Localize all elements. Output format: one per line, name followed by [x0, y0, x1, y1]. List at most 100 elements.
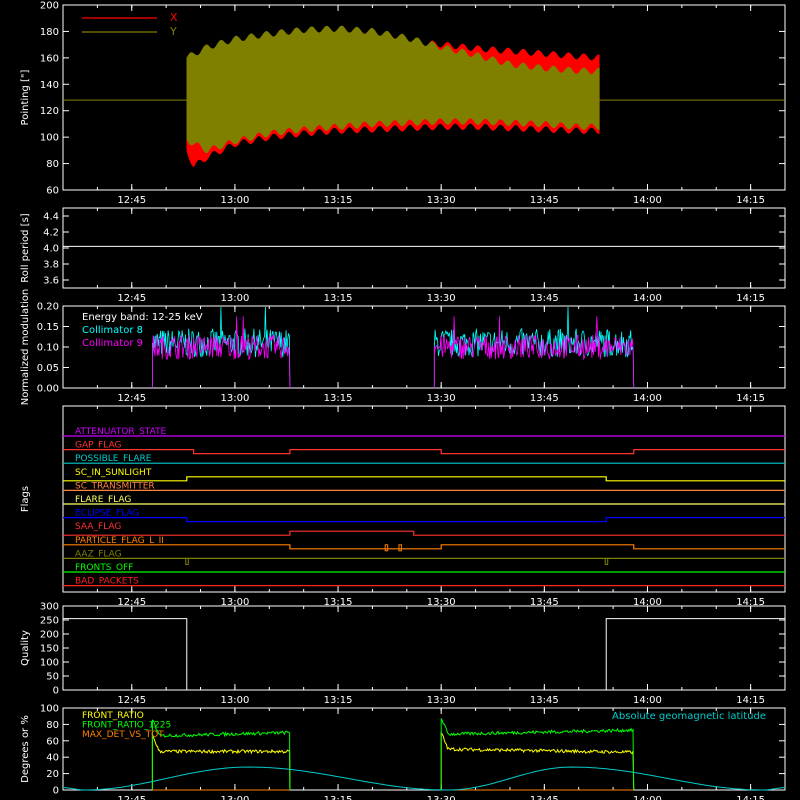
- panel-frame: 12:45 13:00 13:15 13:30 13:45 14:00 14:15 Point…: [20, 4, 786, 206]
- y-tick-label: 100: [40, 704, 59, 715]
- geomagnetic-latitude-label: Absolute geomagnetic latitude: [612, 711, 766, 722]
- flag-spike: [384, 544, 389, 552]
- y-tick-label: 160: [40, 53, 59, 64]
- x-tick-label: 13:30: [427, 795, 456, 800]
- x-tick-label: 13:45: [530, 597, 559, 608]
- x-tick-label: 13:45: [530, 695, 559, 706]
- y-tick-label: 80: [46, 159, 59, 170]
- flag-label: FLARE_FLAG: [75, 495, 131, 505]
- y-tick-label: 20: [46, 769, 59, 780]
- x-tick-label: 14:00: [633, 393, 662, 404]
- x-tick-label: 13:45: [530, 293, 559, 304]
- x-tick-label: 14:15: [736, 695, 765, 706]
- y-tick-label: 200: [40, 1, 59, 12]
- flag-label: BAD_PACKETS: [75, 577, 139, 587]
- flag-spike: [185, 557, 189, 565]
- legend-label: X: [170, 11, 178, 24]
- y-axis-label: Degrees or %: [20, 715, 31, 783]
- plot-border: [62, 405, 786, 593]
- x-tick-label: 13:00: [220, 597, 249, 608]
- y-tick-label: 3.6: [43, 276, 59, 287]
- panel-frame: 12:45 13:00 13:15 13:30 13:45 14:00 14:15 Roll …: [20, 207, 786, 304]
- modulation-series-9: [151, 316, 635, 389]
- legend-label: Collimator 9: [82, 338, 143, 349]
- flag-trace: [63, 517, 785, 523]
- x-tick-label: 13:00: [220, 795, 249, 800]
- x-tick-label: 14:15: [736, 795, 765, 800]
- panel-frame: 12:45 13:00 13:15 13:30 13:45 14:00 14:15 Quali…: [20, 605, 786, 706]
- y-tick-label: 140: [40, 80, 59, 91]
- x-tick-label: 14:00: [633, 293, 662, 304]
- flag-trace: [63, 544, 785, 550]
- x-tick-label: 14:15: [736, 293, 765, 304]
- plot-border: [62, 707, 786, 791]
- x-tick-label: 13:00: [220, 393, 249, 404]
- flag-label: ECLIPSE_FLAG: [75, 509, 139, 519]
- y-tick-label: 300: [40, 602, 59, 613]
- y-tick-label: 4.0: [43, 244, 59, 255]
- y-tick-label: 0.05: [37, 363, 59, 374]
- x-tick-label: 13:15: [324, 695, 353, 706]
- ratio-series: [151, 718, 635, 791]
- panel-frame: 12:45 13:00 13:15 13:30 13:45 14:00 14:15 Flags: [20, 405, 786, 608]
- x-tick-label: 13:15: [324, 597, 353, 608]
- x-tick-label: 14:15: [736, 597, 765, 608]
- y-tick-label: 0: [53, 686, 59, 697]
- legend-label: Y: [169, 25, 177, 38]
- y-tick-label: 4.4: [43, 212, 59, 223]
- flag-label: POSSIBLE_FLARE: [75, 454, 152, 464]
- x-tick-label: 14:00: [633, 795, 662, 800]
- flag-label: PARTICLE_FLAG_L_II: [75, 536, 164, 546]
- y-tick-label: 60: [46, 186, 59, 197]
- x-tick-label: 13:30: [427, 597, 456, 608]
- flag-label: SC_TRANSMITTER: [75, 481, 155, 491]
- y-tick-label: 0.20: [37, 302, 59, 313]
- x-tick-label: 14:00: [633, 597, 662, 608]
- legend-label: Collimator 8: [82, 325, 143, 336]
- y-tick-label: 250: [40, 616, 59, 627]
- x-tick-label: 12:45: [117, 695, 146, 706]
- y-axis-label: Flags: [20, 486, 31, 512]
- y-tick-label: 0.00: [37, 384, 59, 395]
- y-tick-label: 100: [40, 658, 59, 669]
- y-tick-label: 180: [40, 27, 59, 38]
- x-tick-label: 14:15: [736, 195, 765, 206]
- x-tick-label: 13:30: [427, 695, 456, 706]
- x-tick-label: 13:15: [324, 293, 353, 304]
- x-tick-label: 13:30: [427, 393, 456, 404]
- x-tick-label: 12:45: [117, 195, 146, 206]
- y-axis-label: Normalized modulation: [20, 289, 31, 406]
- legend-label: MAX_DET_VS_TOT: [82, 730, 164, 740]
- y-tick-label: 80: [46, 720, 59, 731]
- plot-border: [62, 4, 786, 191]
- geomagnetic-latitude-line: [62, 766, 786, 791]
- flag-spike: [398, 544, 402, 552]
- x-tick-label: 13:00: [220, 293, 249, 304]
- flag-label: SAA_FLAG: [75, 522, 121, 532]
- x-tick-label: 12:45: [117, 795, 146, 800]
- x-tick-label: 13:00: [220, 695, 249, 706]
- flag-trace: [63, 476, 785, 482]
- flag-trace: [63, 449, 785, 455]
- pointing-series: [63, 25, 785, 168]
- y-tick-label: 60: [46, 736, 59, 747]
- y-axis-label: Pointing ["]: [20, 69, 31, 125]
- x-tick-label: 13:45: [530, 795, 559, 800]
- x-tick-label: 14:00: [633, 695, 662, 706]
- y-tick-label: 50: [46, 672, 59, 683]
- x-tick-label: 13:15: [324, 795, 353, 800]
- flag-label: ATTENUATOR_STATE: [75, 427, 167, 437]
- y-tick-label: 3.8: [43, 260, 59, 271]
- x-tick-label: 13:30: [427, 195, 456, 206]
- y-tick-label: 0: [53, 786, 59, 797]
- y-tick-label: 4.2: [43, 228, 59, 239]
- y-tick-label: 0.10: [37, 343, 59, 354]
- flag-label: SC_IN_SUNLIGHT: [75, 468, 152, 478]
- legend-label: FRONT_RATIO_1225: [82, 721, 171, 731]
- x-tick-label: 12:45: [117, 393, 146, 404]
- x-tick-label: 13:45: [530, 393, 559, 404]
- y-tick-label: 40: [46, 753, 59, 764]
- pointing-band-y: [186, 25, 600, 154]
- flag-trace: [63, 530, 785, 536]
- y-tick-label: 0.15: [37, 322, 59, 333]
